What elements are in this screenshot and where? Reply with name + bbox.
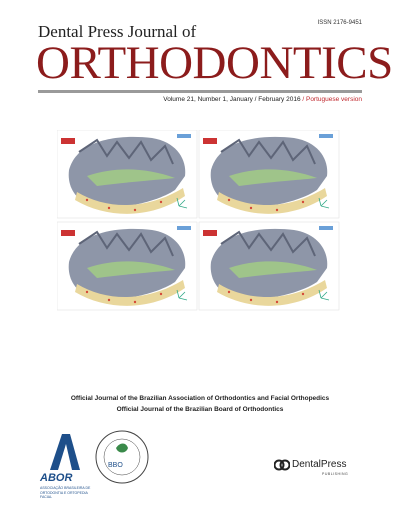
logo-art bbox=[50, 430, 149, 484]
journal-title: ORTHODONTICS bbox=[36, 37, 393, 89]
affiliation: Official Journal of the Brazilian Associ… bbox=[70, 395, 330, 402]
language: / Portuguese version bbox=[302, 96, 362, 103]
cover-images bbox=[57, 130, 340, 311]
image-panel bbox=[198, 221, 340, 311]
volume-line: Volume 21, Number 1, January / February … bbox=[163, 96, 362, 103]
image-panel bbox=[198, 130, 340, 219]
abor-subtitle: ASSOCIAÇÃO BRASILEIRA DE ORTODONTIA E OR… bbox=[40, 486, 91, 499]
image-panel bbox=[57, 130, 198, 219]
publisher-icon bbox=[274, 459, 290, 471]
publisher-tagline: PUBLISHING bbox=[322, 472, 349, 476]
issn: ISSN 2176-9451 bbox=[317, 20, 362, 26]
bbo-logo: BBO bbox=[108, 462, 123, 469]
journal-prefix: Dental Press Journal of bbox=[38, 22, 197, 41]
rule bbox=[38, 90, 362, 93]
image-panel bbox=[57, 221, 198, 311]
abor-logo: ABOR bbox=[40, 472, 73, 484]
volume: Volume 21, Number 1, January / February … bbox=[163, 96, 301, 103]
affiliation: Official Journal of the Brazilian Board … bbox=[116, 406, 284, 413]
publisher-name: DentalPress bbox=[292, 459, 347, 470]
